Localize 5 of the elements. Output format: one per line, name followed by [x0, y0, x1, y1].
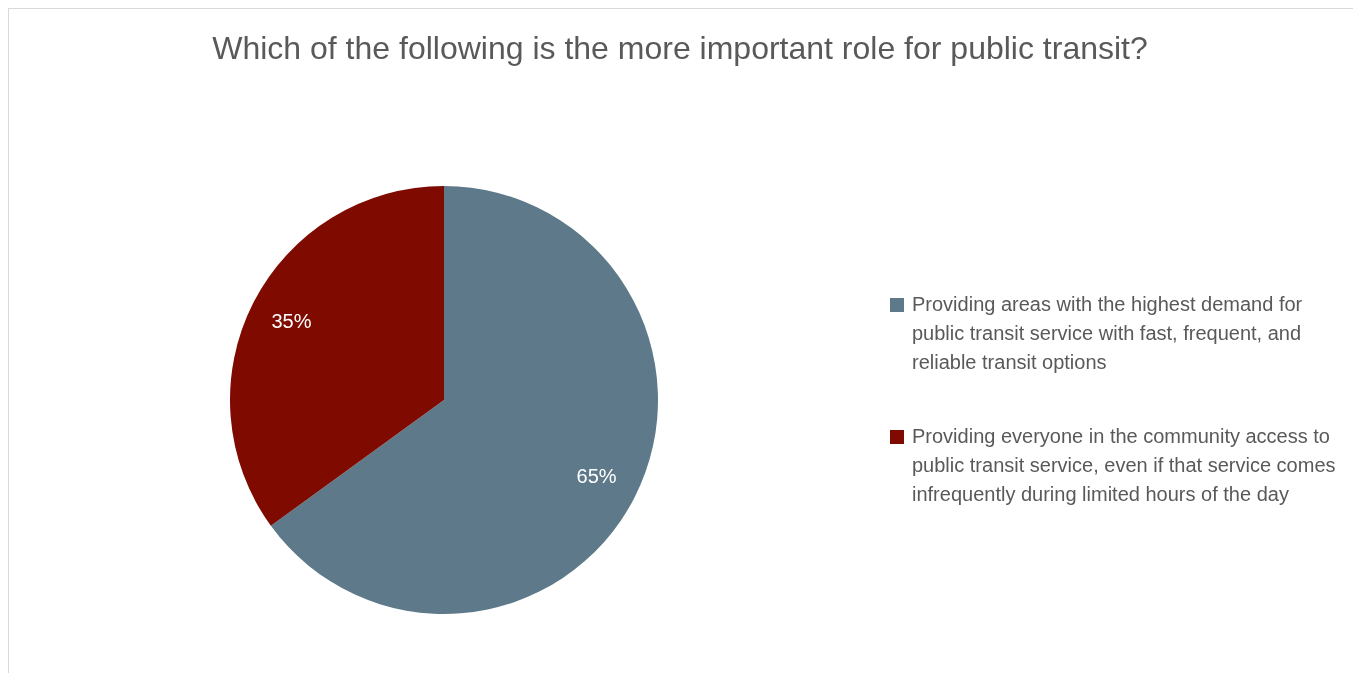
- data-label: 65%: [576, 465, 617, 488]
- legend-label: Providing areas with the highest demand for public transit service with fast, frequent, and reliable transit options: [912, 292, 1303, 373]
- data-label: 35%: [271, 309, 312, 332]
- legend-label: Providing everyone in the community access to public transit service, even if that service comes infrequently during limited hours of the day: [912, 424, 1336, 505]
- chart-title: Which of the following is the more important role for public transit?: [212, 29, 1148, 66]
